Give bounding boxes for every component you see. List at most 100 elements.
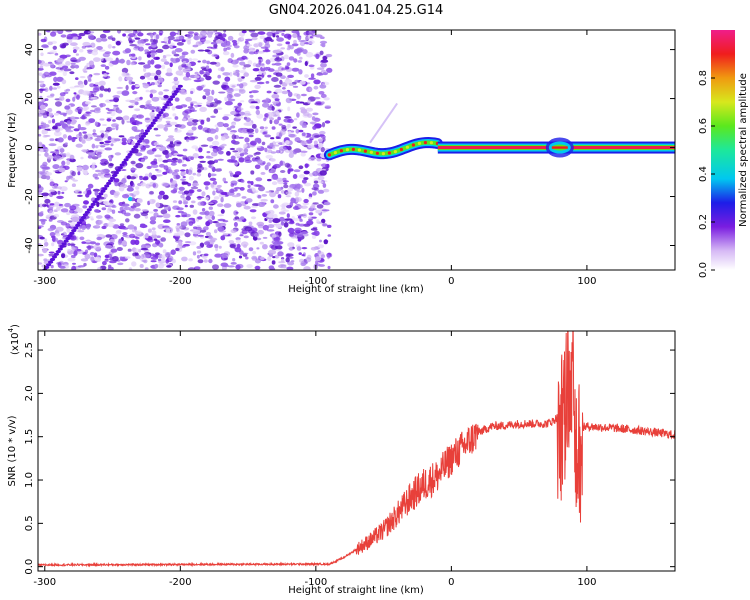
noise-blob [231, 194, 240, 198]
noise-blob [39, 104, 46, 110]
noise-blob [208, 68, 212, 74]
noise-blob [86, 111, 92, 115]
noise-blob [270, 199, 275, 204]
noise-blob [294, 191, 300, 197]
noise-blob [265, 216, 269, 220]
noise-blob [39, 88, 43, 94]
noise-blob [273, 241, 281, 247]
noise-blob [43, 114, 48, 119]
noise-blob [293, 118, 298, 121]
noise-blob [272, 256, 276, 259]
noise-blob [115, 40, 121, 46]
noise-blob [65, 223, 71, 229]
noise-blob [304, 182, 311, 187]
noise-blob [159, 263, 167, 266]
noise-blob [82, 205, 88, 209]
noise-blob [196, 166, 205, 171]
noise-blob [207, 202, 215, 205]
noise-blob [129, 176, 137, 180]
noise-blob [120, 179, 127, 184]
noise-blob [64, 180, 68, 183]
noise-blob [286, 47, 291, 51]
noise-blob [87, 34, 95, 40]
noise-blob [82, 41, 91, 47]
noise-blob [92, 87, 100, 93]
noise-blob [90, 256, 95, 262]
noise-blob [61, 79, 67, 85]
noise-blob [166, 265, 172, 268]
noise-blob [269, 142, 274, 147]
noise-blob [95, 242, 101, 246]
noise-blob [92, 129, 96, 133]
trend-point [117, 166, 123, 170]
x-tick-label: 0 [448, 276, 454, 287]
noise-blob [104, 214, 111, 219]
noise-blob [250, 32, 259, 38]
noise-blob [57, 70, 64, 73]
noise-blob [89, 251, 95, 256]
noise-blob [139, 264, 144, 268]
noise-blob [274, 88, 283, 94]
y-tick-label: -20 [24, 188, 35, 204]
noise-blob [260, 63, 265, 66]
noise-blob [199, 70, 204, 75]
noise-blob [222, 81, 229, 85]
noise-blob [269, 191, 276, 198]
noise-blob [305, 36, 310, 41]
noise-blob [301, 132, 306, 136]
noise-blob [185, 193, 193, 196]
noise-blob [144, 49, 150, 53]
noise-blob [91, 164, 96, 170]
noise-blob [267, 178, 272, 182]
noise-blob [110, 234, 118, 240]
noise-blob [121, 67, 129, 74]
trend-point [49, 257, 56, 262]
noise-blob [89, 109, 96, 113]
noise-blob [173, 80, 180, 84]
noise-blob [140, 182, 146, 187]
noise-blob [286, 266, 294, 270]
trend-point [175, 87, 181, 91]
noise-blob [278, 123, 283, 126]
snr-scale-exponent: 4 [7, 327, 15, 332]
noise-blob [233, 45, 240, 49]
noise-blob [316, 67, 325, 70]
noise-blob [297, 238, 302, 242]
noise-blob [283, 222, 289, 228]
noise-blob [163, 127, 168, 131]
noise-blob [210, 183, 215, 188]
noise-blob [322, 137, 326, 142]
noise-blob [311, 232, 317, 236]
noise-blob [38, 204, 41, 208]
noise-blob [156, 235, 161, 238]
noise-blob [287, 91, 293, 98]
noise-blob [305, 107, 313, 112]
noise-blob [223, 264, 229, 268]
noise-blob [176, 154, 184, 157]
noise-blob [101, 225, 107, 230]
noise-blob [276, 177, 283, 182]
noise-blob [272, 175, 279, 180]
noise-blob [323, 201, 331, 206]
noise-blob [49, 181, 55, 187]
noise-blob [276, 187, 282, 192]
noise-blob [124, 256, 131, 259]
noise-blob [129, 117, 135, 123]
noise-blob [143, 176, 149, 179]
noise-blob [99, 85, 105, 91]
noise-blob [322, 183, 327, 188]
noise-blob [272, 101, 280, 104]
noise-blob [41, 192, 49, 197]
noise-blob [183, 201, 188, 204]
noise-blob [298, 252, 302, 256]
noise-blob [139, 175, 143, 178]
noise-blob [131, 53, 136, 57]
noise-blob [105, 107, 110, 110]
noise-blob [262, 236, 268, 239]
noise-blob [301, 187, 305, 193]
noise-blob [107, 136, 112, 141]
noise-blob [190, 90, 194, 95]
noise-blob [70, 116, 76, 120]
noise-blob [133, 108, 141, 112]
noise-blob [170, 162, 177, 166]
